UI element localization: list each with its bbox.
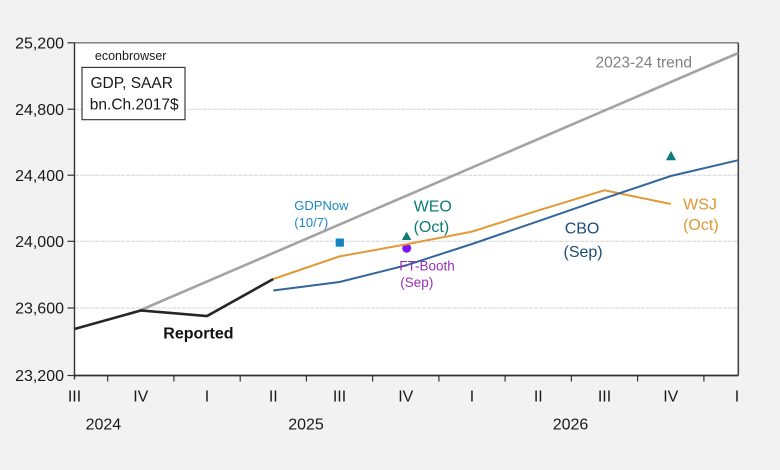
svg-text:I: I <box>470 388 474 405</box>
svg-text:2024: 2024 <box>86 416 122 433</box>
svg-text:(10/7): (10/7) <box>294 215 328 230</box>
svg-text:CBO: CBO <box>565 221 600 238</box>
svg-text:24,000: 24,000 <box>15 234 64 251</box>
svg-text:IV: IV <box>663 388 678 405</box>
svg-text:II: II <box>269 388 278 405</box>
svg-text:(Oct): (Oct) <box>683 217 719 234</box>
svg-text:econbrowser: econbrowser <box>95 49 167 63</box>
svg-text:(Sep): (Sep) <box>400 275 433 290</box>
svg-text:IV: IV <box>133 388 148 405</box>
svg-text:bn.Ch.2017$: bn.Ch.2017$ <box>90 97 179 114</box>
svg-text:IV: IV <box>398 388 413 405</box>
svg-text:I: I <box>735 388 739 405</box>
svg-text:24,400: 24,400 <box>15 168 64 185</box>
svg-text:2023-24 trend: 2023-24 trend <box>596 55 693 72</box>
svg-text:23,600: 23,600 <box>15 301 64 318</box>
svg-text:GDPNow: GDPNow <box>294 198 349 213</box>
svg-text:GDP, SAAR: GDP, SAAR <box>91 75 173 92</box>
svg-text:WSJ: WSJ <box>683 197 717 214</box>
svg-text:I: I <box>205 388 209 405</box>
svg-text:III: III <box>68 388 81 405</box>
svg-text:(Sep): (Sep) <box>564 244 603 261</box>
svg-text:WEO: WEO <box>414 199 452 216</box>
svg-text:24,800: 24,800 <box>15 102 64 119</box>
svg-text:III: III <box>598 388 611 405</box>
svg-text:23,200: 23,200 <box>15 368 64 385</box>
svg-text:2026: 2026 <box>553 416 589 433</box>
svg-text:FT-Booth: FT-Booth <box>399 259 455 274</box>
svg-text:2025: 2025 <box>288 416 324 433</box>
svg-text:Reported: Reported <box>163 325 233 342</box>
svg-text:III: III <box>333 388 346 405</box>
svg-text:25,200: 25,200 <box>15 36 64 53</box>
svg-text:II: II <box>534 388 543 405</box>
svg-text:(Oct): (Oct) <box>414 219 450 236</box>
